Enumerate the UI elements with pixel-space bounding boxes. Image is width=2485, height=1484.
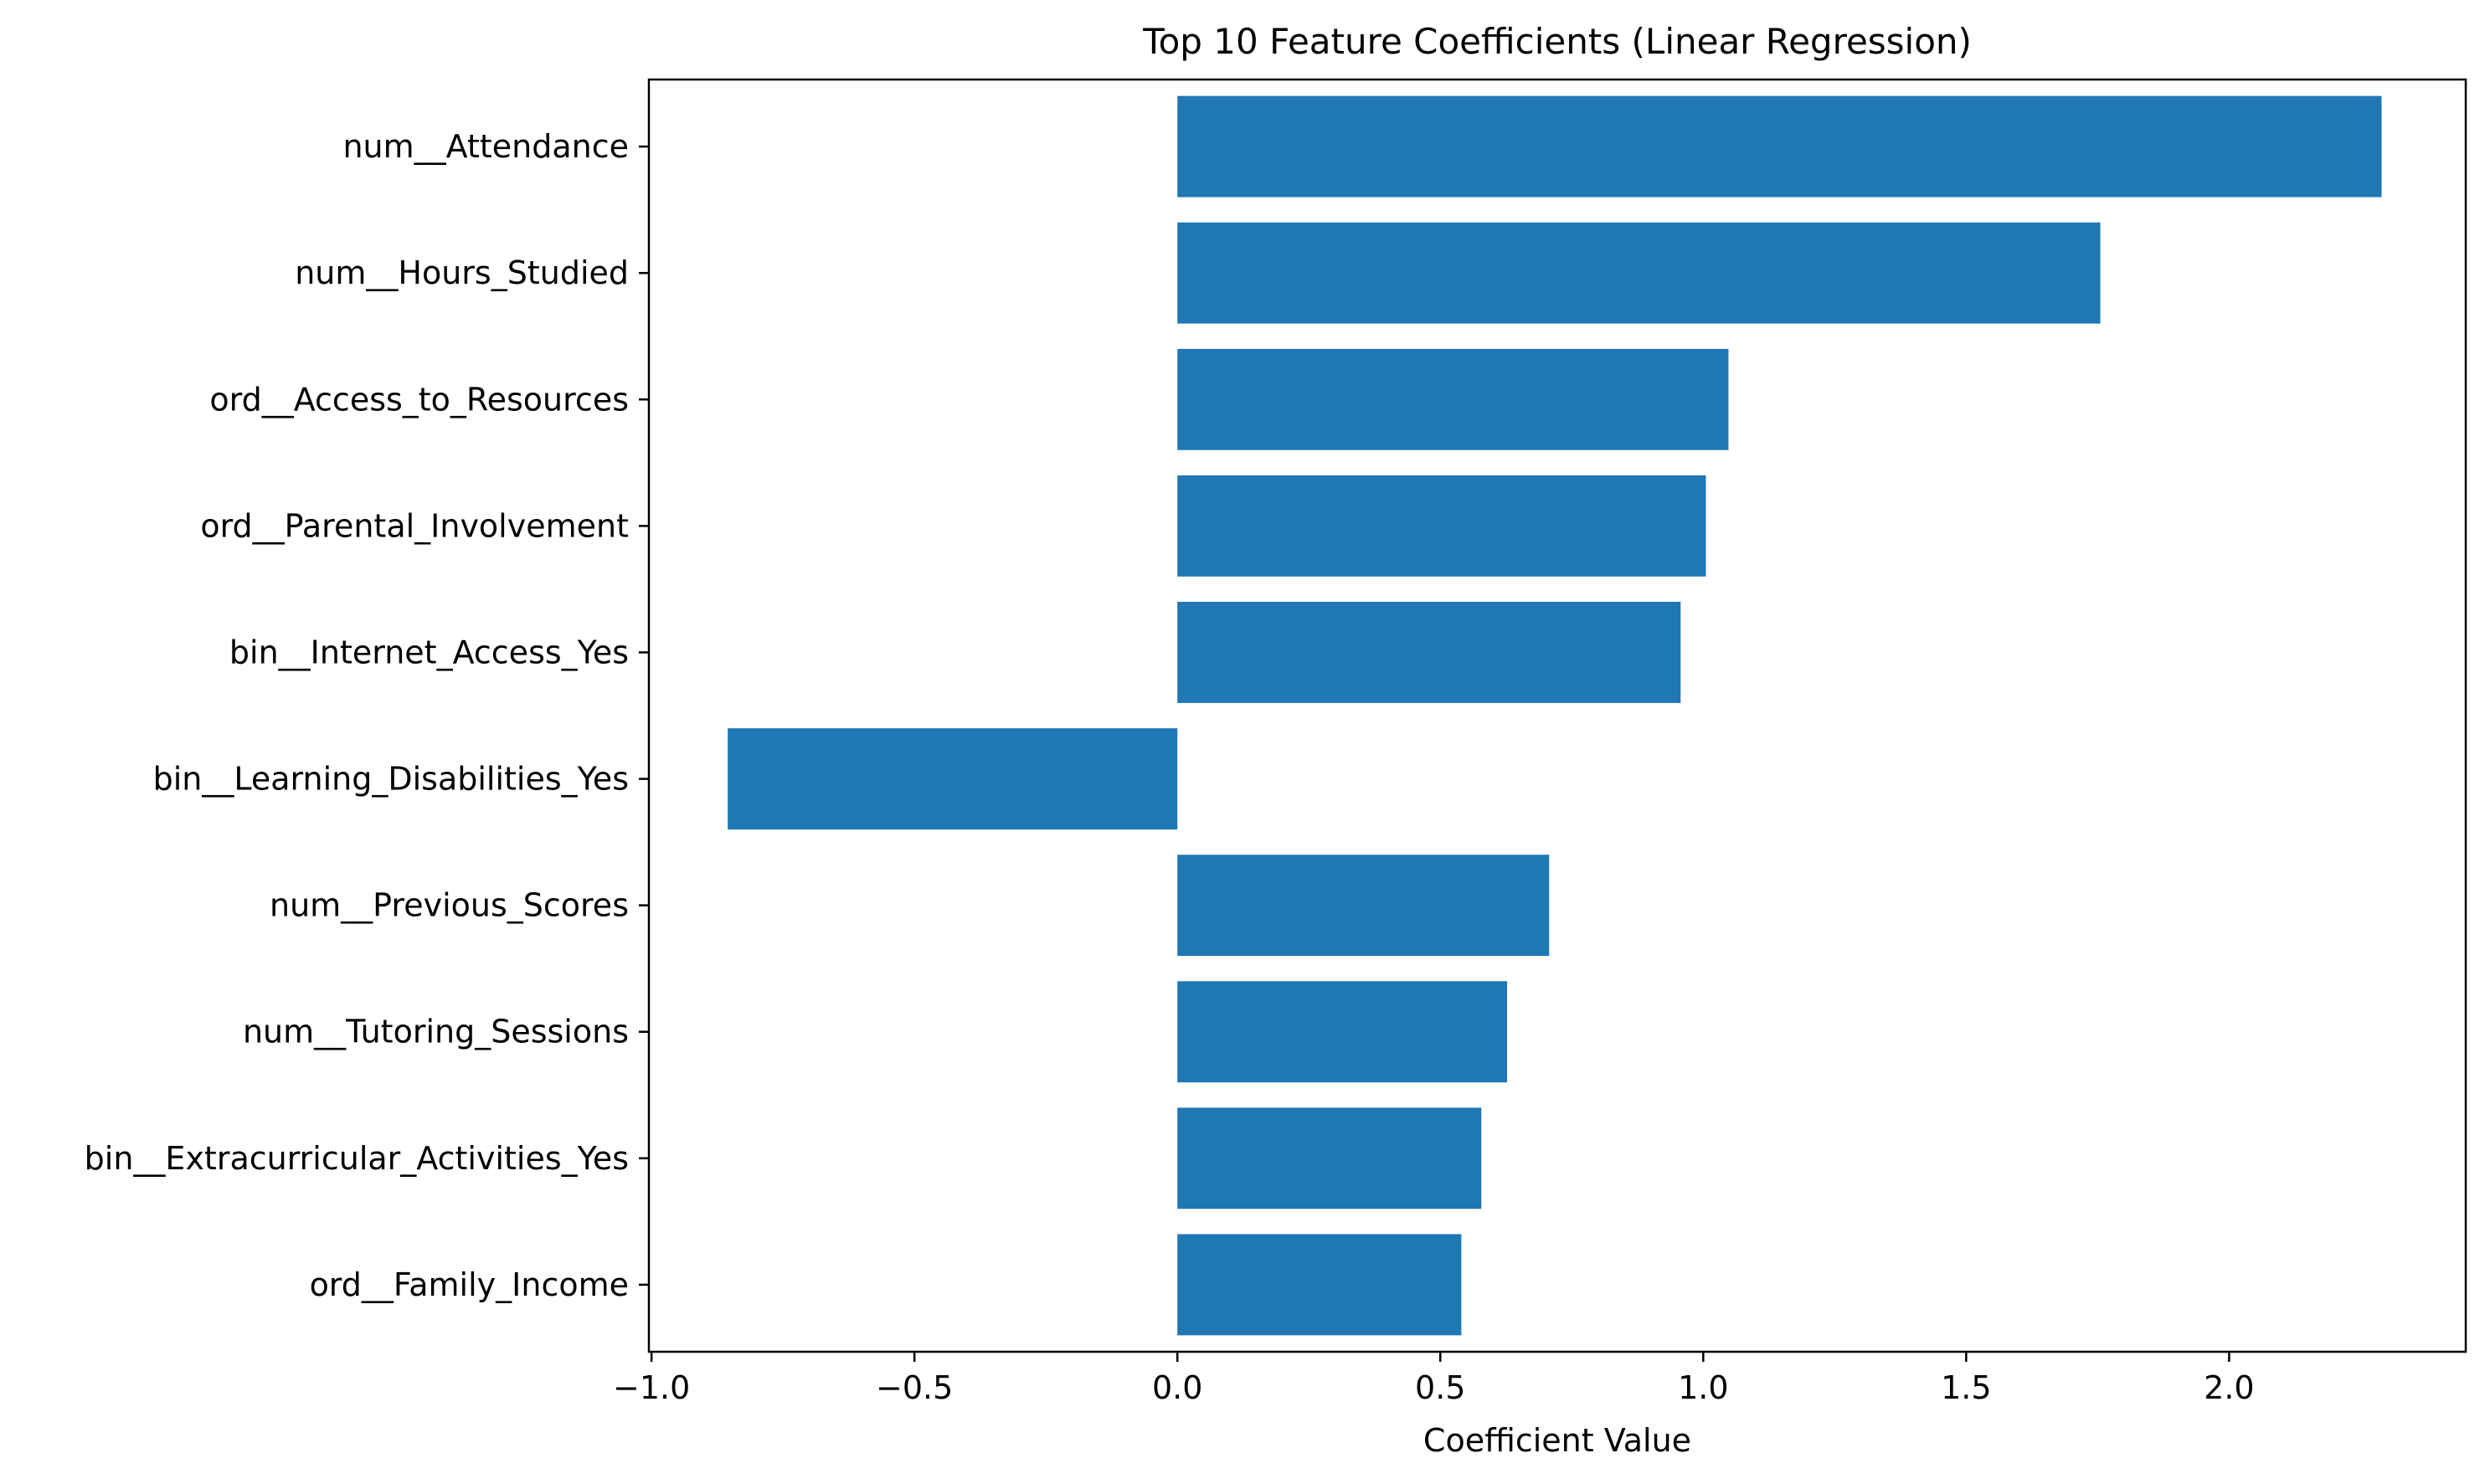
y-tick-label: num__Hours_Studied <box>295 254 629 291</box>
y-tick-label: num__Previous_Scores <box>270 887 629 924</box>
x-tick-label: −1.0 <box>613 1369 690 1406</box>
bar-bin__Extracurricular_Activities_Yes <box>1177 1107 1482 1209</box>
y-tick-label: ord__Access_to_Resources <box>209 381 629 418</box>
y-tick-label: bin__Internet_Access_Yes <box>229 634 629 670</box>
y-axis: num__Attendance num__Hours_Studied ord__Ac… <box>85 128 649 1303</box>
x-tick-label: −0.5 <box>876 1369 953 1406</box>
bar-ord__Parental_Involvement <box>1177 475 1706 577</box>
bar-num__Attendance <box>1177 95 2382 198</box>
x-axis: −1.0 −0.5 0.0 0.5 1.0 1.5 2.0 <box>613 1352 2255 1406</box>
y-tick-label: num__Attendance <box>342 128 629 165</box>
bar-ord__Family_Income <box>1177 1234 1462 1336</box>
y-tick-label: bin__Extracurricular_Activities_Yes <box>85 1140 629 1177</box>
y-tick-label: num__Tutoring_Sessions <box>243 1014 629 1050</box>
y-tick-label: bin__Learning_Disabilities_Yes <box>153 761 629 798</box>
bar-bin__Learning_Disabilities_Yes <box>728 728 1178 829</box>
x-axis-label: Coefficient Value <box>1423 1422 1691 1459</box>
bars-group <box>728 95 2382 1336</box>
bar-num__Tutoring_Sessions <box>1177 981 1508 1083</box>
chart-title: Top 10 Feature Coefficients (Linear Regr… <box>1142 21 1972 62</box>
bar-bin__Internet_Access_Yes <box>1177 602 1681 703</box>
bar-num__Previous_Scores <box>1177 855 1550 957</box>
plot-frame <box>647 78 2467 1353</box>
y-tick-label: ord__Family_Income <box>310 1266 629 1303</box>
bar-num__Hours_Studied <box>1177 222 2101 324</box>
bar-ord__Access_to_Resources <box>1177 348 1729 450</box>
y-tick-label: ord__Parental_Involvement <box>200 507 629 544</box>
x-tick-label: 1.0 <box>1678 1369 1728 1406</box>
x-tick-label: 0.5 <box>1415 1369 1465 1406</box>
x-tick-label: 1.5 <box>1941 1369 1991 1406</box>
x-tick-label: 2.0 <box>2204 1369 2254 1406</box>
x-tick-label: 0.0 <box>1152 1369 1202 1406</box>
